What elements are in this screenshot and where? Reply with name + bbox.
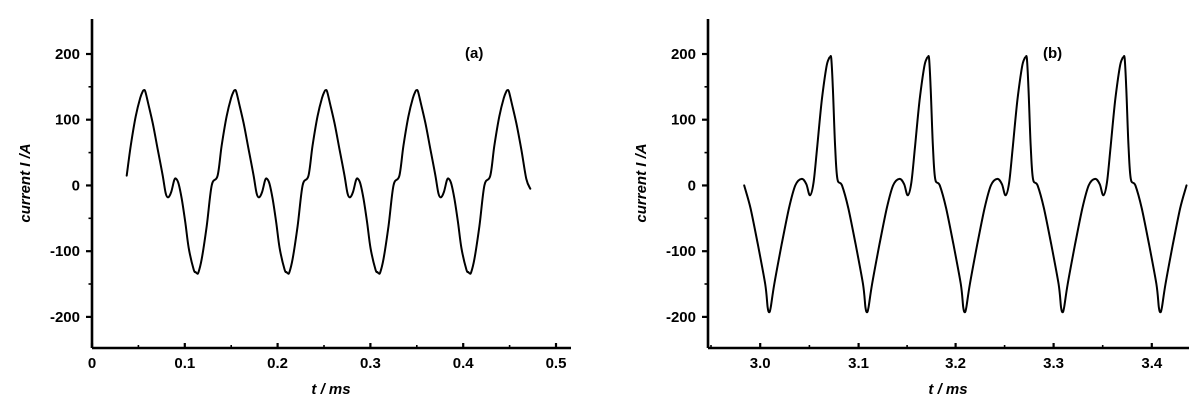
svg-text:200: 200 [671, 46, 696, 63]
svg-text:0: 0 [688, 177, 696, 194]
svg-text:(b): (b) [1043, 45, 1062, 62]
svg-text:100: 100 [55, 112, 80, 129]
svg-text:current I /A: current I /A [633, 143, 650, 222]
svg-text:3.4: 3.4 [1141, 355, 1163, 372]
svg-text:(a): (a) [465, 45, 483, 62]
svg-text:3.2: 3.2 [945, 355, 966, 372]
svg-text:0.5: 0.5 [546, 355, 567, 372]
svg-text:-200: -200 [666, 309, 696, 326]
svg-text:0.1: 0.1 [174, 355, 195, 372]
svg-text:current I /A: current I /A [17, 143, 34, 222]
svg-text:3.0: 3.0 [750, 355, 771, 372]
svg-text:t / ms: t / ms [928, 381, 967, 398]
svg-text:100: 100 [671, 112, 696, 129]
svg-text:0.3: 0.3 [360, 355, 381, 372]
svg-text:t / ms: t / ms [311, 381, 350, 398]
svg-text:-200: -200 [50, 309, 80, 326]
svg-text:0: 0 [72, 177, 80, 194]
svg-text:3.3: 3.3 [1043, 355, 1064, 372]
svg-text:200: 200 [55, 46, 80, 63]
svg-text:0: 0 [88, 355, 96, 372]
svg-text:-100: -100 [50, 243, 80, 260]
svg-text:0.2: 0.2 [267, 355, 288, 372]
svg-text:0.4: 0.4 [453, 355, 475, 372]
svg-text:-100: -100 [666, 243, 696, 260]
svg-text:3.1: 3.1 [848, 355, 869, 372]
